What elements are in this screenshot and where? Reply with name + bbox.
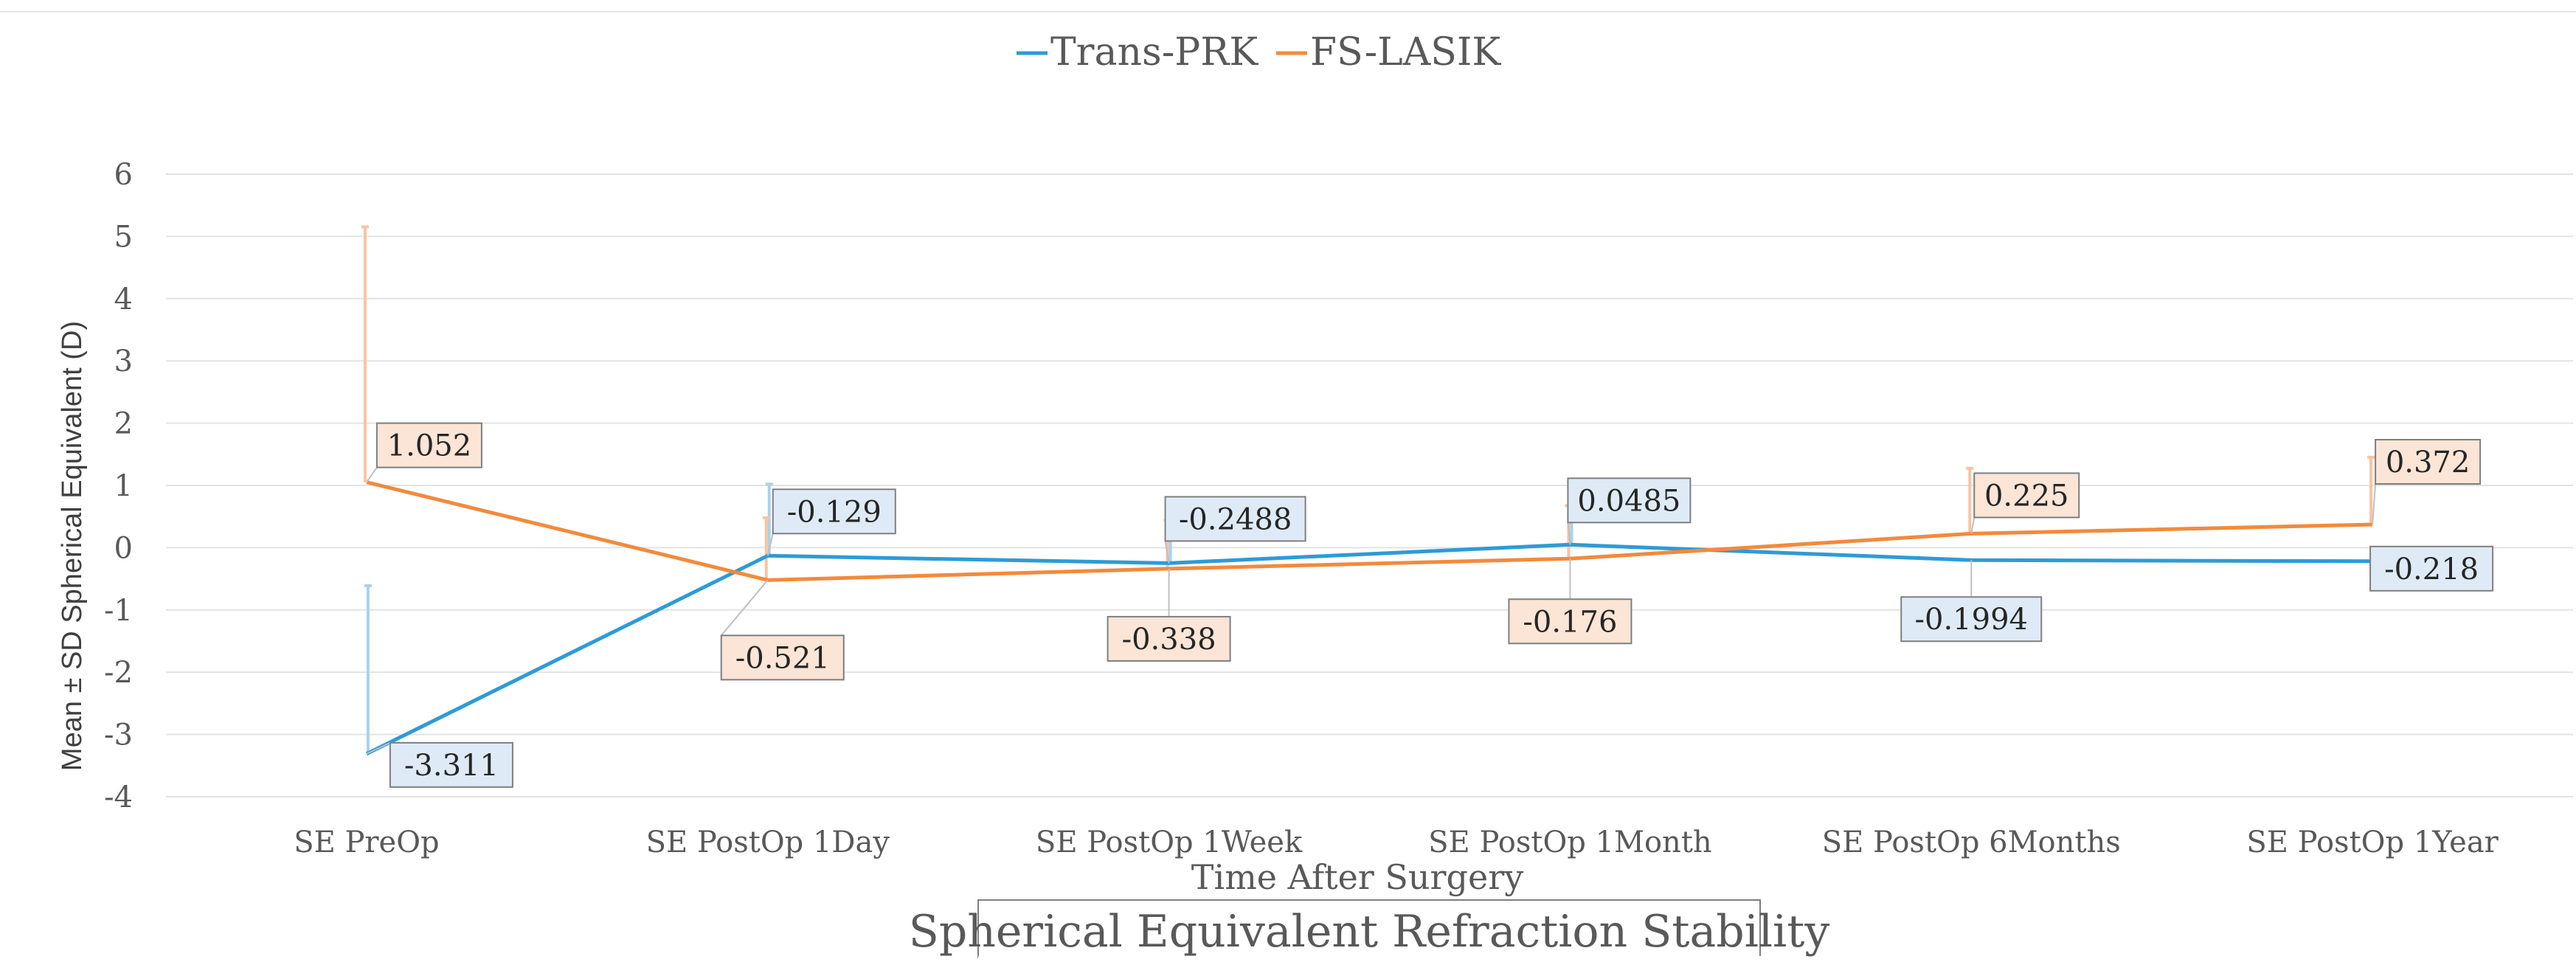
x-tick-label: SE PostOp 6Months xyxy=(1822,826,2121,859)
x-tick-label: SE PostOp 1Day xyxy=(646,826,890,859)
legend-label-trans-prk: Trans-PRK xyxy=(1050,30,1258,75)
y-tick-label: -4 xyxy=(104,781,133,814)
x-tick-label: SE PostOp 1Month xyxy=(1428,826,1712,859)
data-label-box xyxy=(1107,615,1231,662)
label-leader-line xyxy=(720,579,769,637)
series-lines xyxy=(365,480,2373,756)
data-label: -0.218 xyxy=(2384,553,2479,586)
data-label: 1.052 xyxy=(387,429,472,463)
x-tick-label: SE PreOp xyxy=(294,826,439,859)
label-leader-line xyxy=(1567,522,1571,545)
y-tick-label: -1 xyxy=(104,594,133,628)
x-tick-label: SE PostOp 1Week xyxy=(1036,826,1303,859)
data-label-box xyxy=(2369,545,2494,592)
data-label: 0.225 xyxy=(1984,479,2069,513)
y-tick-label: 6 xyxy=(114,158,133,192)
data-label: -0.338 xyxy=(1122,623,1216,657)
y-axis-title: Mean ± SD Spherical Equivalent (D) xyxy=(57,321,88,771)
data-label-box xyxy=(1164,496,1306,542)
data-label-box xyxy=(1567,477,1692,524)
data-labels: -3.311 -0.129 -0.2488 0.0485 -0.1994 -0.218 1.… xyxy=(375,422,2494,788)
x-tick-label: SE PostOp 1Year xyxy=(2246,826,2499,859)
data-label: -0.176 xyxy=(1523,605,1617,639)
y-tick-label: 5 xyxy=(114,220,133,254)
y-tick-label: 2 xyxy=(114,407,133,441)
legend-label-fs-lasik: FS-LASIK xyxy=(1310,30,1501,75)
series-line-trans-prk xyxy=(365,542,2373,756)
chart-title-box-mask xyxy=(978,956,1762,976)
label-leader-line xyxy=(766,533,774,556)
data-label-box xyxy=(772,488,896,535)
gridlines xyxy=(166,173,2573,797)
data-label-box xyxy=(720,634,845,681)
y-tick-label: -2 xyxy=(104,656,133,690)
data-label-box xyxy=(1508,598,1632,645)
label-leader-line xyxy=(1970,517,1976,534)
data-label-box xyxy=(1973,472,2080,519)
data-label-box xyxy=(375,422,482,468)
data-label: -0.2488 xyxy=(1179,502,1292,536)
data-label: -0.129 xyxy=(787,495,882,529)
y-tick-label: 3 xyxy=(114,345,133,378)
y-tick-label: -3 xyxy=(104,719,133,752)
data-label: -3.311 xyxy=(404,749,499,783)
y-tick-labels: 6 5 4 3 2 1 0 -1 -2 -3 -4 xyxy=(104,158,133,814)
label-leader-line xyxy=(366,741,391,755)
series-line-fs-lasik xyxy=(366,480,2373,582)
data-label: 0.372 xyxy=(2386,446,2471,480)
y-tick-label: 1 xyxy=(114,469,133,503)
data-label: 0.0485 xyxy=(1577,484,1680,518)
y-tick-label: 0 xyxy=(114,531,133,565)
x-tick-labels: SE PreOp SE PostOp 1Day SE PostOp 1Week SE … xyxy=(294,826,2499,859)
data-label-box xyxy=(1900,596,2043,643)
data-label-box xyxy=(389,741,513,788)
legend: Trans-PRK FS-LASIK xyxy=(1017,30,1501,75)
y-tick-label: 4 xyxy=(114,283,133,316)
data-label-box xyxy=(2375,439,2482,485)
chart-title: Spherical Equivalent Refraction Stabilit… xyxy=(909,906,1830,958)
label-leader-line xyxy=(2372,483,2377,525)
label-leader-line xyxy=(1164,541,1170,564)
data-label: -0.1994 xyxy=(1915,603,2028,637)
label-leader-line xyxy=(366,467,378,483)
data-label: -0.521 xyxy=(735,641,830,675)
x-axis-title: Time After Surgery xyxy=(1191,857,1523,897)
